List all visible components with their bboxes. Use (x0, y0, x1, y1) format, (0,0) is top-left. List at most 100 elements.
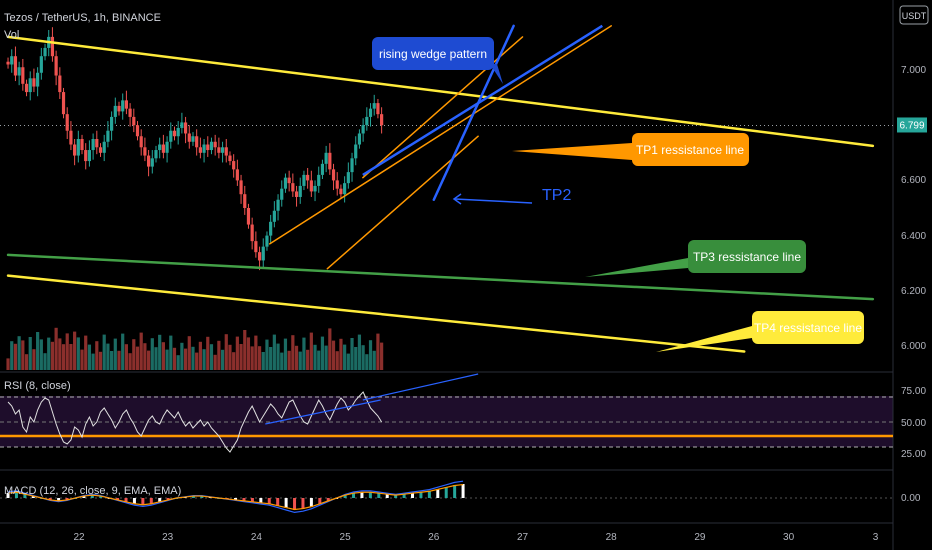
volume-bar (161, 342, 165, 370)
volume-bar (50, 341, 55, 370)
candle-body (61, 92, 66, 115)
volume-bar (220, 349, 225, 370)
volume-bar (206, 336, 210, 370)
volume-bar (36, 332, 40, 370)
time-tick: 26 (428, 532, 440, 543)
currency-button[interactable]: USDT (899, 5, 929, 25)
volume-bar (172, 347, 177, 370)
wedge-label: rising wedge pattern (379, 47, 487, 61)
trendline (6, 274, 746, 353)
candle-body (202, 144, 206, 153)
volume-bar (368, 340, 373, 370)
volume-bar (58, 338, 62, 370)
candle-body (280, 188, 284, 200)
time-tick: 27 (517, 532, 529, 543)
time-tick: 25 (340, 532, 352, 543)
volume-bar (154, 347, 158, 370)
chart-title: Tezos / TetherUS, 1h, BINANCE (4, 12, 161, 24)
volume-bar (32, 349, 36, 370)
rsi-label: RSI (8, close) (4, 380, 71, 392)
candle-body (183, 122, 188, 134)
volume-bar (224, 334, 228, 370)
candle-body (220, 147, 225, 153)
volume-bar (146, 350, 151, 370)
price-tick: 6.200 (901, 286, 926, 297)
volume-bar (228, 344, 232, 370)
macd-bar (360, 492, 364, 498)
candle-body (121, 100, 125, 112)
candle-body (17, 67, 21, 76)
candle-body (320, 163, 325, 175)
volume-bar (128, 353, 132, 370)
candle-body (95, 139, 99, 148)
volume-bar (110, 351, 114, 370)
candle-body (331, 169, 336, 181)
time-tick: 23 (162, 532, 174, 543)
rsi-axis-tick: 75.00 (901, 386, 926, 397)
macd-bar (352, 493, 356, 498)
macd-bar (461, 484, 465, 498)
macd-bar (250, 498, 254, 502)
trendline (6, 253, 875, 301)
candle-body (32, 78, 36, 87)
macd-bar (82, 496, 86, 498)
volume-bar (124, 344, 129, 370)
candle-body (217, 147, 221, 153)
candle-body (191, 136, 195, 142)
volume-bar (372, 350, 376, 370)
macd-bar (149, 498, 153, 504)
candle-body (80, 139, 84, 151)
candle-body (372, 103, 376, 109)
candle-body (224, 147, 228, 156)
volume-bar (209, 344, 214, 370)
last-price-value: 6.799 (899, 120, 924, 131)
candle-body (24, 83, 29, 93)
last-price-badge (897, 117, 927, 133)
candle-body (50, 36, 55, 57)
volume-bar (106, 343, 110, 370)
volume-bar (150, 338, 154, 370)
volume-bar (254, 335, 258, 370)
wedge-box (372, 37, 494, 70)
candle-body (195, 136, 199, 148)
candle-body (354, 144, 358, 159)
macd-bar (427, 491, 431, 498)
volume-bar (257, 346, 262, 370)
macd-bar (99, 496, 103, 498)
candle-body (317, 174, 321, 186)
volume-bar (283, 338, 288, 370)
candle-body (365, 116, 369, 126)
candle-body (254, 241, 258, 253)
volume-bar (306, 349, 310, 370)
candle-body (150, 158, 154, 167)
volume-bar (265, 339, 269, 370)
candle-body (298, 185, 302, 197)
macd-bar (166, 498, 170, 500)
price-tick: 6.000 (901, 341, 926, 352)
volume-bar (6, 358, 10, 370)
candle-body (294, 191, 299, 197)
macd-bar (23, 494, 27, 498)
candle-body (357, 133, 362, 145)
candle-body (102, 141, 106, 153)
macd-bar (343, 495, 347, 498)
macd-bar (116, 498, 120, 500)
candle-body (73, 144, 77, 156)
volume-bar (165, 349, 169, 370)
macd-bar (267, 498, 271, 504)
candle-body (161, 144, 165, 153)
price-tick: 7.000 (901, 65, 926, 76)
candle-body (143, 147, 147, 156)
candle-body (328, 152, 332, 170)
tp1-pointer (512, 143, 632, 160)
candle-body (239, 180, 243, 195)
candle-body (380, 114, 384, 126)
macd-bar (309, 498, 313, 507)
volume-bar (239, 344, 243, 370)
candle-body (265, 235, 269, 247)
candle-body (169, 130, 173, 142)
candle-body (198, 147, 202, 153)
volume-bar (39, 339, 43, 370)
candle-body (43, 47, 47, 57)
macd-bar (394, 495, 398, 498)
